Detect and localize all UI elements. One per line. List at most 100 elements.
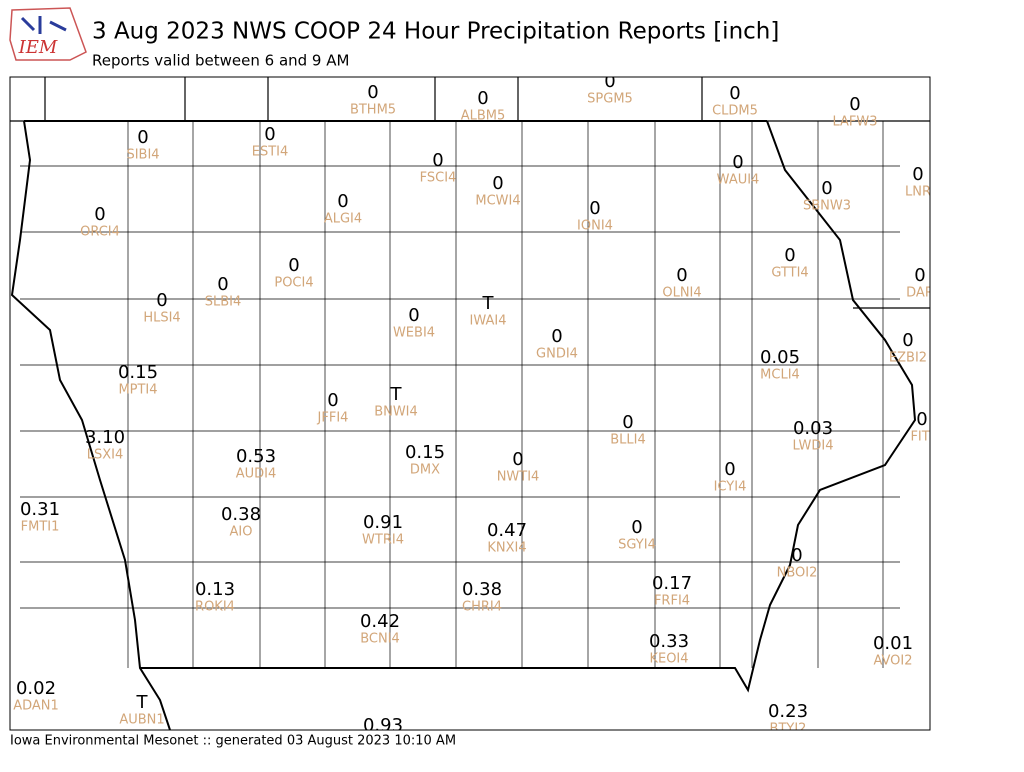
station-name: LAFW3 <box>832 115 877 130</box>
station-name: BCNI4 <box>360 632 400 647</box>
station-value: 0 <box>477 88 488 109</box>
station-value: 0.13 <box>195 579 235 600</box>
station-value: 0.33 <box>649 631 689 652</box>
station-name: SBNW3 <box>803 199 851 214</box>
station-value: 0.02 <box>16 678 56 699</box>
station-name: FRFI4 <box>654 594 690 609</box>
station-name: SGYI4 <box>618 538 656 553</box>
station-value: 0 <box>729 83 740 104</box>
station-value: 0.23 <box>768 701 808 722</box>
station-value: 0 <box>849 94 860 115</box>
station-value: 0 <box>784 245 795 266</box>
county-lines <box>20 121 900 668</box>
station-name: LNR <box>905 185 931 200</box>
station-value: 0.42 <box>360 611 400 632</box>
footer: Iowa Environmental Mesonet :: generated … <box>10 734 456 749</box>
station-value: 0.53 <box>236 446 276 467</box>
logo: IEM <box>9 7 87 61</box>
title: 3 Aug 2023 NWS COOP 24 Hour Precipitatio… <box>92 19 779 45</box>
station-value: 0.01 <box>873 633 913 654</box>
station-name: FITI <box>910 430 933 445</box>
station-name: IWAI4 <box>470 314 507 329</box>
station-name: SLBI4 <box>205 295 242 310</box>
station-name: GNDI4 <box>536 347 578 362</box>
station-name: SPGM5 <box>587 92 633 107</box>
station-value: 0 <box>916 409 927 430</box>
station-value: 0.38 <box>462 579 502 600</box>
station-name: BTHM5 <box>350 103 396 118</box>
station-name: ADAN1 <box>13 699 59 714</box>
station-name: GTTI4 <box>771 266 808 281</box>
station-value: 3.10 <box>85 427 125 448</box>
station-value: 0 <box>94 204 105 225</box>
station-value: 0 <box>367 82 378 103</box>
station-name: BLLI4 <box>610 433 646 448</box>
station-value: 0 <box>912 164 923 185</box>
station-name: CLDM5 <box>712 104 758 119</box>
subtitle: Reports valid between 6 and 9 AM <box>92 52 349 70</box>
station-value: 0 <box>327 390 338 411</box>
station-value: 0 <box>408 305 419 326</box>
station-value: 0 <box>676 265 687 286</box>
station-value: T <box>482 293 495 314</box>
station-name: AUDI4 <box>236 467 277 482</box>
station-value: 0.15 <box>405 442 445 463</box>
station-name: DMX <box>410 463 440 478</box>
station-value: 0 <box>288 255 299 276</box>
station-name: FSCI4 <box>420 171 457 186</box>
station-name: EZBI2 <box>889 351 927 366</box>
station-value: 0 <box>512 449 523 470</box>
station-value: 0 <box>622 412 633 433</box>
station-name: FMTI1 <box>21 520 60 535</box>
station-value: 0.93 <box>363 715 403 736</box>
station-name: MPTI4 <box>118 383 157 398</box>
station-value: 0 <box>337 191 348 212</box>
station-name: IONI4 <box>577 219 613 234</box>
station-name: AIO <box>230 525 253 540</box>
station-name: LSXI4 <box>87 448 124 463</box>
station-name: ICYI4 <box>714 480 747 495</box>
station-name: NBOI2 <box>777 566 818 581</box>
station-name: WEBI4 <box>393 326 435 341</box>
station-value: 0.17 <box>652 573 692 594</box>
station-value: 0 <box>492 173 503 194</box>
station-value: T <box>390 384 403 405</box>
station-name: DAR <box>906 286 934 301</box>
station-value: 0 <box>914 265 925 286</box>
station-value: 0 <box>217 274 228 295</box>
station-name: JFFI4 <box>317 411 349 426</box>
station-value: 0 <box>156 290 167 311</box>
station-value: 0 <box>902 330 913 351</box>
station-name: CHRI4 <box>462 600 502 615</box>
station-name: MCLI4 <box>760 368 800 383</box>
station-value: 0 <box>732 152 743 173</box>
station-name: ORCI4 <box>80 225 120 240</box>
station-value: 0.31 <box>20 499 60 520</box>
station-value: 0.38 <box>221 504 261 525</box>
station-name: NWTI4 <box>497 470 540 485</box>
station-value: 0 <box>724 459 735 480</box>
station-value: 0 <box>264 124 275 145</box>
station-value: 0 <box>604 71 615 92</box>
station-name: KNXI4 <box>487 541 526 556</box>
station-name: WTRI4 <box>362 533 404 548</box>
station-value: 0 <box>137 127 148 148</box>
station-value: 0 <box>821 178 832 199</box>
station-name: AVOI2 <box>873 654 912 669</box>
station-name: AUBN1 <box>119 713 164 728</box>
station-name: SIBI4 <box>126 148 159 163</box>
station-name: BTYI2 <box>770 722 807 737</box>
station-name: MCWI4 <box>475 194 520 209</box>
station-name: KEOI4 <box>649 652 688 667</box>
station-name: POCI4 <box>274 276 313 291</box>
station-name: WAUI4 <box>717 173 760 188</box>
state-border <box>10 120 917 730</box>
station-name: HLSI4 <box>143 311 180 326</box>
station-value: 0 <box>432 150 443 171</box>
station-name: ALBM5 <box>461 109 506 124</box>
station-value: 0.47 <box>487 520 527 541</box>
logo-text: IEM <box>18 37 58 58</box>
